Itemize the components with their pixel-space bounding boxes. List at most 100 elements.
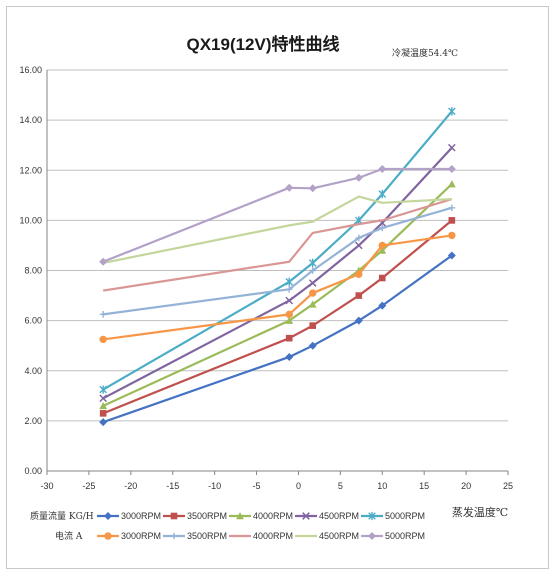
legend-marker	[170, 532, 178, 540]
legend-entry-label: 3500RPM	[187, 511, 227, 521]
x-tick-label: 0	[296, 481, 301, 491]
data-point	[285, 183, 294, 192]
x-tick-label: 25	[503, 481, 513, 491]
x-tick-label: -30	[40, 481, 53, 491]
legend-marker	[368, 511, 376, 521]
series-massflow-3500rpm	[99, 217, 456, 417]
data-point	[99, 394, 107, 403]
data-point	[448, 204, 456, 212]
axes	[46, 70, 509, 475]
legend-marker	[368, 532, 376, 540]
x-tick-label: 15	[419, 481, 429, 491]
x-tick-label: 20	[461, 481, 471, 491]
series-current-3500rpm	[99, 204, 456, 318]
legend-entry-label: 5000RPM	[385, 531, 425, 541]
x-tick-label: 10	[377, 481, 387, 491]
y-tick-label: 8.00	[24, 266, 42, 276]
data-point	[448, 143, 456, 152]
x-tick-label: -5	[253, 481, 261, 491]
series-line	[102, 110, 453, 391]
data-point	[99, 385, 107, 394]
data-point	[285, 310, 293, 319]
grid-lines	[47, 69, 508, 472]
data-point	[308, 279, 317, 287]
tick-labels: 0.00 2.00 4.00 6.00 8.00 10.00 12.00 14.00 16.00…	[19, 65, 513, 491]
legend-entry-label: 3500RPM	[187, 531, 227, 541]
legend-marker	[104, 532, 112, 540]
series-line	[102, 254, 453, 424]
series-line	[102, 167, 452, 263]
data-point	[378, 189, 387, 199]
data-point	[308, 341, 317, 350]
data-point	[99, 335, 107, 344]
data-point	[99, 410, 107, 417]
data-point	[285, 334, 293, 342]
y-tick-label: 6.00	[24, 316, 42, 326]
legend-group1-label: 质量流量 KG/H	[30, 510, 94, 522]
y-tick-label: 14.00	[19, 115, 42, 125]
data-point	[355, 292, 363, 299]
data-point	[309, 322, 317, 329]
data-point	[308, 184, 317, 193]
data-point	[309, 289, 317, 297]
series-line	[102, 219, 453, 415]
data-point	[448, 231, 456, 240]
series-group	[99, 107, 456, 427]
legend-marker	[302, 512, 310, 520]
data-point	[447, 164, 456, 173]
data-point	[378, 246, 387, 254]
data-point	[285, 352, 294, 361]
series-current-5000rpm	[99, 164, 456, 266]
y-tick-label: 12.00	[19, 165, 42, 175]
data-point	[285, 316, 294, 324]
data-point	[99, 257, 108, 266]
chart-title: QX19(12V)特性曲线	[186, 34, 339, 54]
data-point	[378, 164, 387, 173]
data-point	[99, 418, 108, 427]
legend-entry-label: 3000RPM	[121, 531, 161, 541]
series-line	[102, 183, 453, 407]
y-tick-label: 2.00	[24, 416, 42, 426]
data-point	[308, 300, 317, 308]
data-point	[99, 311, 107, 318]
data-point	[309, 267, 317, 274]
y-tick-label: 10.00	[19, 215, 42, 225]
x-tick-label: -25	[82, 481, 95, 491]
y-tick-label: 16.00	[19, 65, 42, 75]
x-tick-label: 5	[338, 481, 343, 491]
series-massflow-4500rpm	[99, 143, 456, 403]
legend: 质量流量 KG/H 电流 A 3000RPM 3500RPM 4000RPM 4500…	[30, 510, 425, 542]
series-massflow-3000rpm	[99, 251, 456, 427]
series-line	[103, 234, 452, 341]
data-point	[355, 270, 363, 278]
data-point	[447, 251, 456, 260]
series-line	[102, 198, 453, 292]
legend-marker	[170, 512, 178, 520]
y-tick-label: 0.00	[24, 466, 42, 476]
legend-entry-label: 5000RPM	[385, 511, 425, 521]
series-current-4000rpm	[102, 198, 453, 292]
x-tick-label: -15	[166, 481, 179, 491]
legend-entry-label: 4500RPM	[319, 531, 359, 541]
data-point	[355, 234, 363, 242]
legend-marker	[104, 512, 112, 520]
data-point	[354, 241, 363, 250]
chart-annotation: 冷凝温度54.4℃	[392, 47, 458, 59]
series-current-4500rpm	[102, 195, 452, 265]
data-point	[447, 180, 456, 188]
data-point	[285, 285, 293, 293]
x-tick-label: -20	[124, 481, 137, 491]
x-tick-label: -10	[208, 481, 221, 491]
x-axis-label: 蒸发温度℃	[452, 505, 508, 519]
data-point	[308, 258, 317, 268]
legend-entry-label: 4000RPM	[253, 531, 293, 541]
legend-entry-label: 4000RPM	[253, 511, 293, 521]
legend-entry-label: 4500RPM	[319, 511, 359, 521]
data-point	[354, 173, 363, 182]
data-point	[285, 277, 294, 286]
data-point	[378, 224, 386, 232]
data-point	[285, 296, 294, 305]
data-point	[448, 107, 456, 116]
data-point	[378, 274, 386, 282]
